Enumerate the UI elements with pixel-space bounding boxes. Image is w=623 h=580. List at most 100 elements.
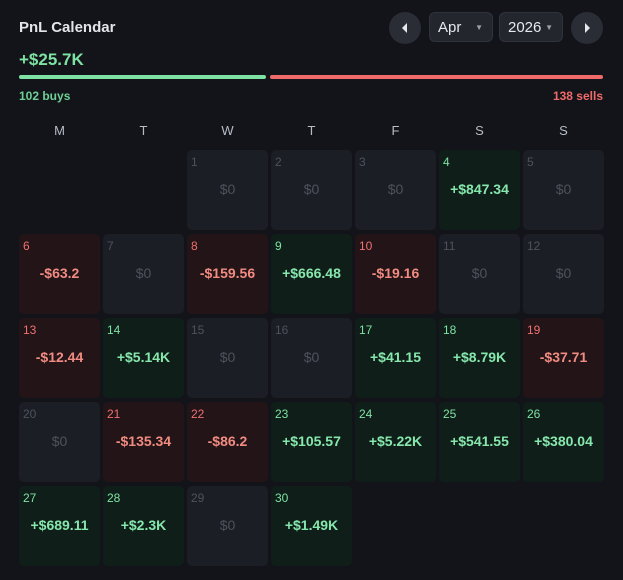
day-number: 27 bbox=[23, 491, 37, 505]
day-pnl-value: $0 bbox=[135, 265, 152, 281]
chevron-right-icon bbox=[585, 23, 590, 33]
day-pnl-value: -$37.71 bbox=[539, 349, 588, 365]
day-pnl-value: $0 bbox=[219, 517, 236, 533]
total-pnl: +$25.7K bbox=[19, 50, 84, 69]
sells-ratio-bar bbox=[270, 75, 603, 79]
weekday-header: F bbox=[391, 123, 400, 138]
calendar-day-cell[interactable]: 8 -$159.56 bbox=[187, 234, 268, 314]
day-number: 19 bbox=[527, 323, 541, 337]
calendar-day-cell[interactable]: 2 $0 bbox=[271, 150, 352, 230]
calendar-day-cell[interactable]: 9 +$666.48 bbox=[271, 234, 352, 314]
month-select-value: Apr bbox=[438, 18, 462, 36]
calendar-day-cell[interactable]: 17 +$41.15 bbox=[355, 318, 436, 398]
day-pnl-value: $0 bbox=[219, 181, 236, 197]
day-pnl-value: $0 bbox=[303, 349, 320, 365]
day-pnl-value: +$689.11 bbox=[30, 517, 89, 533]
calendar-day-cell[interactable]: 25 +$541.55 bbox=[439, 402, 520, 482]
day-pnl-value: +$847.34 bbox=[450, 181, 509, 197]
calendar-day-cell[interactable]: 16 $0 bbox=[271, 318, 352, 398]
day-pnl-value: $0 bbox=[303, 181, 320, 197]
day-pnl-value: $0 bbox=[555, 181, 572, 197]
calendar-day-cell[interactable]: 14 +$5.14K bbox=[103, 318, 184, 398]
day-number: 11 bbox=[443, 239, 456, 253]
day-number: 13 bbox=[23, 323, 37, 337]
calendar-day-cell[interactable]: 6 -$63.2 bbox=[19, 234, 100, 314]
day-number: 29 bbox=[191, 491, 205, 505]
calendar-day-cell[interactable]: 5 $0 bbox=[523, 150, 604, 230]
day-number: 5 bbox=[527, 155, 534, 169]
calendar-day-cell[interactable]: 22 -$86.2 bbox=[187, 402, 268, 482]
day-number: 30 bbox=[275, 491, 289, 505]
day-number: 17 bbox=[359, 323, 373, 337]
calendar-day-cell[interactable]: 24 +$5.22K bbox=[355, 402, 436, 482]
day-pnl-value: +$8.79K bbox=[452, 349, 507, 365]
day-pnl-value: +$380.04 bbox=[534, 433, 593, 449]
calendar-day-cell[interactable]: 3 $0 bbox=[355, 150, 436, 230]
month-select[interactable]: Apr ▼ bbox=[429, 12, 493, 42]
day-number: 1 bbox=[191, 155, 198, 169]
day-number: 25 bbox=[443, 407, 457, 421]
year-select[interactable]: 2026 ▼ bbox=[499, 12, 563, 42]
chevron-left-icon bbox=[402, 23, 407, 33]
calendar-day-cell[interactable]: 11 $0 bbox=[439, 234, 520, 314]
day-number: 3 bbox=[359, 155, 366, 169]
day-pnl-value: +$2.3K bbox=[120, 517, 167, 533]
day-pnl-value: +$666.48 bbox=[282, 265, 341, 281]
day-number: 18 bbox=[443, 323, 457, 337]
day-number: 24 bbox=[359, 407, 373, 421]
day-number: 9 bbox=[275, 239, 282, 253]
calendar-day-cell[interactable]: 12 $0 bbox=[523, 234, 604, 314]
weekday-header: T bbox=[139, 123, 148, 138]
calendar-day-cell[interactable]: 4 +$847.34 bbox=[439, 150, 520, 230]
calendar-day-cell[interactable]: 29 $0 bbox=[187, 486, 268, 566]
calendar-day-cell[interactable]: 20 $0 bbox=[19, 402, 100, 482]
day-pnl-value: -$159.56 bbox=[199, 265, 256, 281]
day-number: 21 bbox=[107, 407, 121, 421]
day-number: 22 bbox=[191, 407, 205, 421]
weekday-header: M bbox=[54, 123, 65, 138]
day-pnl-value: -$19.16 bbox=[371, 265, 420, 281]
calendar-day-cell[interactable]: 10 -$19.16 bbox=[355, 234, 436, 314]
day-pnl-value: -$86.2 bbox=[207, 433, 248, 449]
day-pnl-value: +$1.49K bbox=[284, 517, 339, 533]
day-number: 2 bbox=[275, 155, 282, 169]
calendar-day-cell[interactable]: 23 +$105.57 bbox=[271, 402, 352, 482]
day-pnl-value: $0 bbox=[51, 433, 68, 449]
next-month-button[interactable] bbox=[571, 12, 603, 44]
day-number: 6 bbox=[23, 239, 30, 253]
weekday-header: S bbox=[475, 123, 484, 138]
day-pnl-value: +$105.57 bbox=[282, 433, 341, 449]
day-pnl-value: $0 bbox=[219, 349, 236, 365]
buys-count: 102 buys bbox=[19, 89, 71, 103]
weekday-header: S bbox=[559, 123, 568, 138]
day-number: 15 bbox=[191, 323, 205, 337]
day-number: 23 bbox=[275, 407, 289, 421]
day-number: 12 bbox=[527, 239, 541, 253]
day-pnl-value: -$12.44 bbox=[35, 349, 84, 365]
calendar-day-cell[interactable]: 19 -$37.71 bbox=[523, 318, 604, 398]
day-pnl-value: -$63.2 bbox=[39, 265, 80, 281]
day-number: 20 bbox=[23, 407, 37, 421]
page-title: PnL Calendar bbox=[19, 19, 116, 36]
day-pnl-value: +$541.55 bbox=[450, 433, 509, 449]
chevron-down-icon: ▼ bbox=[545, 22, 553, 32]
calendar-day-cell[interactable]: 26 +$380.04 bbox=[523, 402, 604, 482]
calendar-day-cell[interactable]: 7 $0 bbox=[103, 234, 184, 314]
day-pnl-value: $0 bbox=[471, 265, 488, 281]
calendar-day-cell[interactable]: 1 $0 bbox=[187, 150, 268, 230]
calendar-day-cell[interactable]: 21 -$135.34 bbox=[103, 402, 184, 482]
calendar-day-cell[interactable]: 27 +$689.11 bbox=[19, 486, 100, 566]
calendar-day-cell[interactable]: 28 +$2.3K bbox=[103, 486, 184, 566]
day-number: 14 bbox=[107, 323, 121, 337]
calendar-day-cell[interactable]: 18 +$8.79K bbox=[439, 318, 520, 398]
calendar-day-cell[interactable]: 13 -$12.44 bbox=[19, 318, 100, 398]
day-number: 16 bbox=[275, 323, 289, 337]
day-pnl-value: $0 bbox=[555, 265, 572, 281]
day-pnl-value: +$41.15 bbox=[370, 349, 421, 365]
calendar-day-cell[interactable]: 30 +$1.49K bbox=[271, 486, 352, 566]
day-number: 28 bbox=[107, 491, 121, 505]
prev-month-button[interactable] bbox=[389, 12, 421, 44]
weekday-header: T bbox=[307, 123, 316, 138]
day-number: 8 bbox=[191, 239, 198, 253]
calendar-day-cell[interactable]: 15 $0 bbox=[187, 318, 268, 398]
